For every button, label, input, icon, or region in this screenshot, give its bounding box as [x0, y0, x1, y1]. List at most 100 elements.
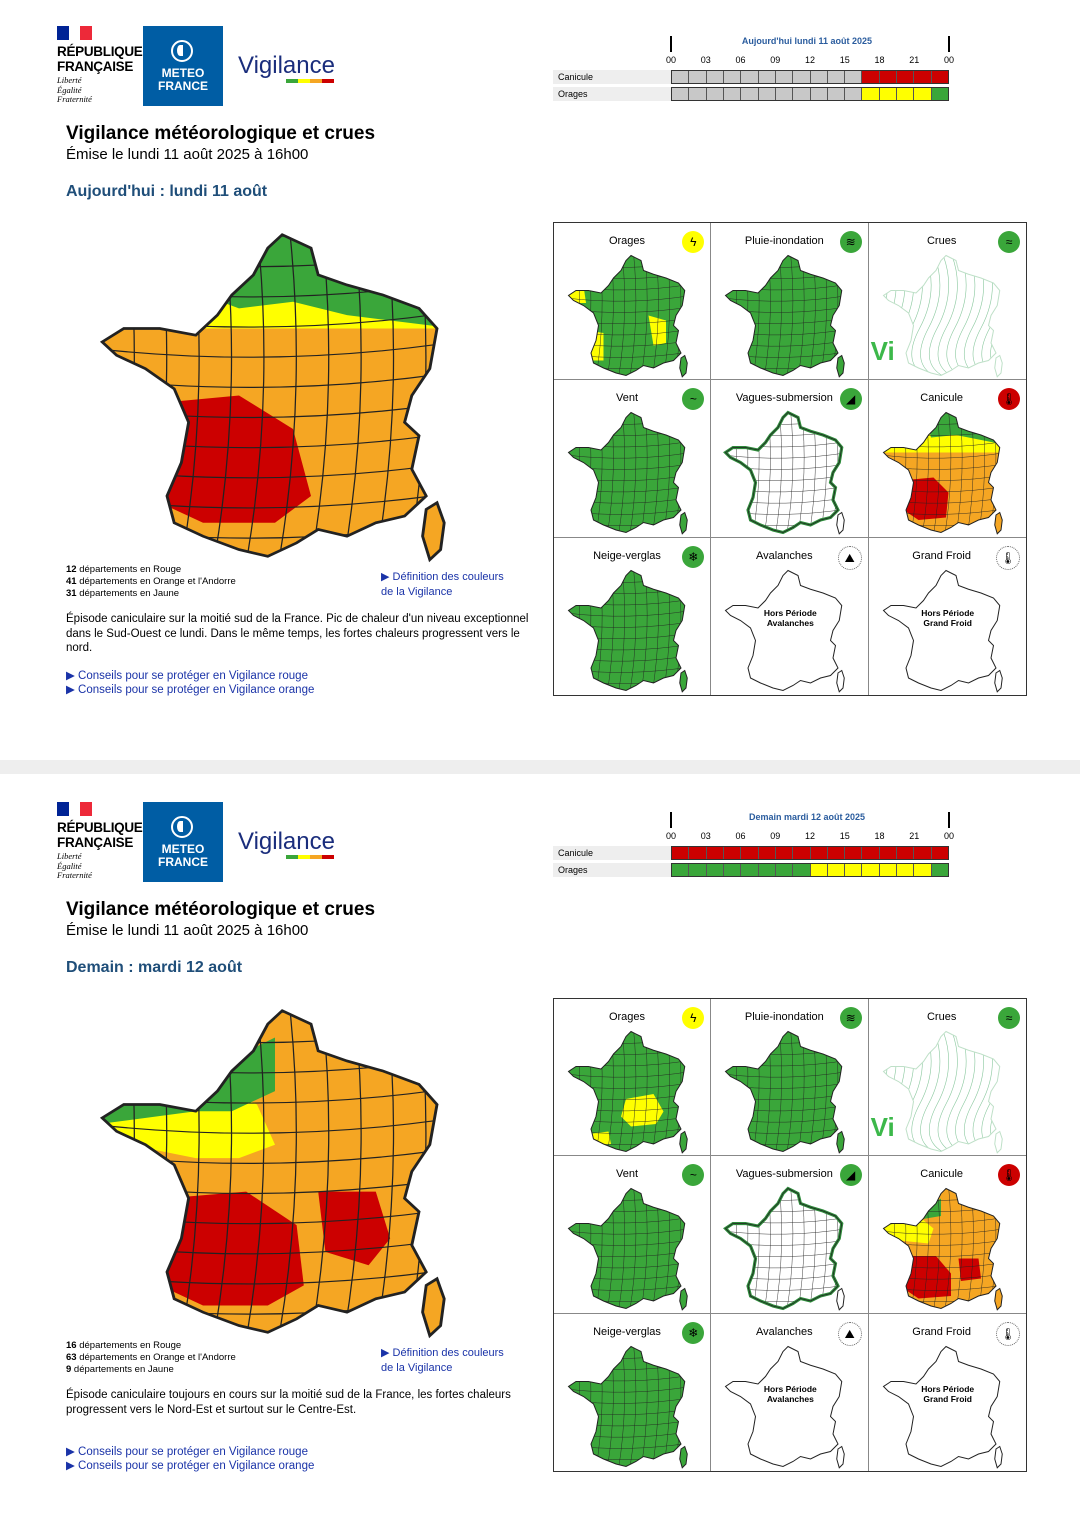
timeline-row-label: Orages [553, 87, 671, 101]
timeline-hour-cell [897, 88, 915, 100]
timeline-hour-cell [862, 71, 880, 83]
flood-icon: ≈ [997, 231, 1020, 253]
timeline-hour-cell [689, 88, 707, 100]
timeline-hour-cell [845, 864, 863, 876]
hazard-map [725, 569, 846, 693]
timeline-hour-cell [793, 847, 811, 859]
wind-icon: ~ [682, 1164, 705, 1187]
count-label: départements en Rouge [76, 1340, 182, 1351]
hazard-cell-vent[interactable]: Vent ~ [554, 1156, 712, 1314]
count-number: 31 [66, 588, 77, 599]
storm-icon: ϟ [682, 231, 705, 253]
color-definition-link[interactable]: ▶ Définition des couleurs de la Vigilance [381, 571, 504, 598]
hazard-cell-vagues-submersion[interactable]: Vagues-submersion ◢ [711, 380, 869, 538]
timeline-hour-cell [862, 88, 880, 100]
timeline-hour-cell [879, 88, 898, 100]
count-label: départements en Orange et l'Andorre [76, 1352, 236, 1363]
timeline-hour-cell [672, 864, 690, 876]
hazard-map [567, 1188, 688, 1312]
timeline-day-marker [948, 36, 950, 52]
hazard-map [567, 1345, 688, 1469]
count-line: 31 départements en Jaune [66, 588, 236, 600]
meteo-france-text: METEO FRANCE [158, 66, 208, 93]
hazard-cell-vent[interactable]: Vent ~ [554, 380, 712, 538]
bulletin-title: Vigilance météorologique et crues [66, 123, 376, 144]
timeline-hour-cell [775, 864, 794, 876]
hazard-cell-crues[interactable]: Crues ≈ Vi [868, 223, 1026, 381]
hazard-map [567, 254, 688, 378]
timeline-hour-cell [931, 88, 948, 100]
timeline-hour-cell [723, 847, 742, 859]
color-definition-link[interactable]: ▶ Définition des couleurs de la Vigilance [381, 1347, 504, 1374]
hazard-map [882, 1345, 1003, 1469]
conseils-orange-link[interactable]: ▶ Conseils pour se protéger en Vigilance… [66, 1460, 315, 1472]
count-label: départements en Jaune [71, 1364, 174, 1375]
hazard-map [567, 412, 688, 536]
hazard-cell-orages[interactable]: Orages ϟ [554, 223, 712, 381]
timeline-hour-cell [897, 864, 915, 876]
hazard-title: Crues [926, 235, 957, 247]
hazard-cell-grand-froid[interactable]: Grand Froid 🌡 Hors Période Grand Froid [869, 538, 1026, 695]
hazard-title: Pluie-inondation [744, 235, 824, 247]
conseils-orange-link[interactable]: ▶ Conseils pour se protéger en Vigilance… [66, 684, 315, 696]
timeline-row-orages [671, 87, 949, 101]
day-heading: Demain : mardi 12 août [66, 959, 243, 976]
hazard-title: Neige-verglas [593, 549, 661, 562]
hazard-cell-avalanches[interactable]: Avalanches ⛰ Hors Période Avalanches [711, 537, 869, 695]
timeline-hour-cell [914, 864, 932, 876]
hazard-map [882, 1188, 1003, 1312]
vigicrues-logo-icon: Vi [870, 1112, 895, 1142]
timeline-hour-label: 21 [909, 831, 920, 841]
timeline-hour-label: 03 [700, 831, 711, 841]
hazard-cell-pluie-inondation[interactable]: Pluie-inondation ≋ [711, 999, 869, 1157]
hazard-title: Canicule [920, 392, 964, 405]
timeline-hour-cell [706, 88, 724, 100]
vigilance-color-bar [286, 855, 334, 859]
hazard-title: Vagues-submersion [735, 392, 833, 405]
hazard-cell-avalanches[interactable]: Avalanches ⛰ Hors Période Avalanches [711, 1313, 869, 1471]
timeline-hour-cell [827, 847, 846, 859]
conseils-rouge-link[interactable]: ▶ Conseils pour se protéger en Vigilance… [66, 670, 308, 682]
meteo-france-symbol-icon [171, 40, 193, 62]
thermometer-cold-icon: 🌡 [995, 1321, 1020, 1346]
timeline-hour-label: 06 [735, 55, 746, 65]
timeline-hour-cell [672, 847, 690, 859]
hazard-cell-canicule[interactable]: Canicule 🌡 [868, 380, 1026, 538]
count-line: 41 départements en Orange et l'Andorre [66, 576, 236, 588]
hazard-cell-orages[interactable]: Orages ϟ [554, 999, 712, 1157]
hazard-cell-canicule[interactable]: Canicule 🌡 [868, 1156, 1026, 1314]
conseils-rouge-link[interactable]: ▶ Conseils pour se protéger en Vigilance… [66, 1446, 308, 1458]
hazard-cell-neige-verglas[interactable]: Neige-verglas ❄ [554, 537, 712, 695]
snow-icon: ❄ [682, 545, 705, 568]
snow-icon: ❄ [682, 1321, 705, 1344]
out-of-season-label: Hors Période Avalanches [763, 607, 817, 628]
wind-icon: ~ [682, 388, 705, 411]
timeline-hour-label: 12 [804, 831, 815, 841]
hazard-title: Vent [615, 392, 639, 405]
issue-date: Émise le lundi 11 août 2025 à 16h00 [66, 922, 309, 939]
hazard-map [882, 254, 1003, 378]
timeline-hour-cell [827, 71, 846, 83]
timeline-hour-cell [741, 847, 759, 859]
meteo-france-logo: METEO FRANCE [143, 26, 223, 106]
hazard-maps-grid: Orages ϟ Pluie-inondation ≋ Crues ≈ Vi Vent ~ Vag… [553, 222, 1027, 696]
hazard-cell-vagues-submersion[interactable]: Vagues-submersion ◢ [711, 1156, 869, 1314]
hazard-title: Orages [608, 235, 646, 247]
timeline-hour-label: 00 [943, 55, 954, 65]
issue-date: Émise le lundi 11 août 2025 à 16h00 [66, 146, 309, 163]
timeline-hour-cell [793, 71, 811, 83]
hazard-cell-neige-verglas[interactable]: Neige-verglas ❄ [554, 1313, 712, 1471]
hazard-cell-pluie-inondation[interactable]: Pluie-inondation ≋ [711, 223, 869, 381]
rain-flood-icon: ≋ [839, 1007, 862, 1029]
france-vigilance-map [99, 1009, 446, 1339]
hazard-cell-crues[interactable]: Crues ≈ Vi [868, 999, 1026, 1157]
vigicrues-logo-icon: Vi [870, 336, 895, 366]
timeline-hour-cell [845, 88, 863, 100]
timeline-row-orages [671, 863, 949, 877]
timeline-hour-cell [827, 864, 846, 876]
hazard-map [725, 254, 846, 378]
timeline-day-marker [670, 36, 672, 52]
hazard-cell-grand-froid[interactable]: Grand Froid 🌡 Hors Période Grand Froid [869, 1314, 1026, 1471]
france-vigilance-map [99, 233, 446, 563]
timeline-hour-cell [723, 864, 742, 876]
